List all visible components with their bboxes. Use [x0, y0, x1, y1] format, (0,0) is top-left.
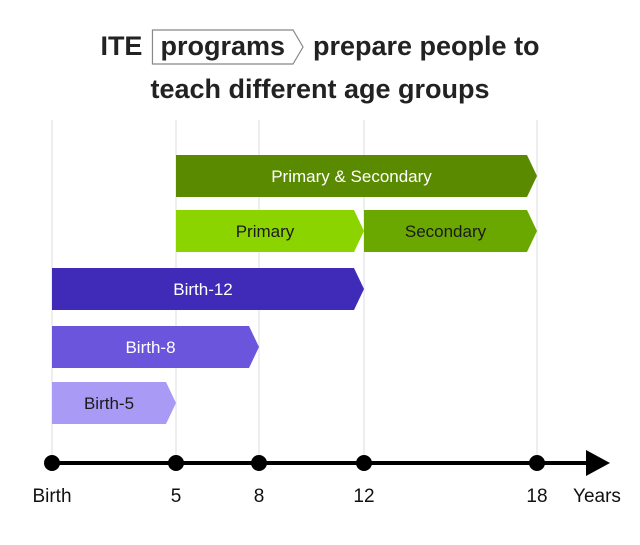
axis-tick-label: 5: [171, 486, 182, 507]
program-bar-label: Primary & Secondary: [271, 167, 432, 186]
program-bar-birth-5: [52, 382, 176, 424]
timeline-axis: Birth 5 8 12 18 Years: [32, 450, 621, 507]
program-bar-label: Primary: [236, 222, 295, 241]
program-bar-label: Birth-5: [84, 394, 134, 413]
diagram-title: ITE prepare people to programs teach differ…: [100, 29, 540, 104]
axis-tick-dot: [168, 455, 184, 471]
title-word-box: [151, 29, 304, 65]
program-bar-label: Secondary: [405, 222, 487, 241]
program-bar-primary-secondary: [176, 155, 537, 197]
axis-tick-dot: [44, 455, 60, 471]
program-bar-birth-8: [52, 326, 259, 368]
title-suffix: prepare people to: [313, 31, 540, 61]
axis-tick-dot: [529, 455, 545, 471]
axis-tick-dot: [251, 455, 267, 471]
program-bars: Primary & Secondary Primary Secondary Birth…: [52, 155, 537, 424]
axis-tick-label: 8: [254, 486, 265, 507]
title-line-2: teach different age groups: [150, 74, 489, 104]
axis-tick-label: Birth: [32, 486, 71, 507]
axis-unit-label: Years: [573, 486, 621, 507]
axis-tick-dot: [356, 455, 372, 471]
program-bar-secondary: [364, 210, 537, 252]
title-boxed-word: programs: [160, 31, 285, 61]
program-bar-label: Birth-12: [173, 280, 233, 299]
axis-tick-label: 12: [353, 486, 374, 507]
program-bar-label: Birth-8: [125, 338, 175, 357]
axis-tick-label: 18: [526, 486, 547, 507]
program-bar-primary: [176, 210, 364, 252]
title-prefix: ITE: [100, 31, 142, 61]
axis-arrow-icon: [586, 450, 610, 476]
program-bar-birth-12: [52, 268, 364, 310]
